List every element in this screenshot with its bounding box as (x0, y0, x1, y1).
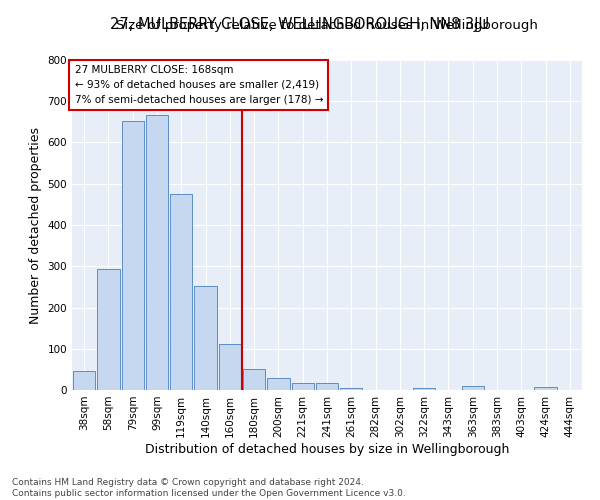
Bar (218, 344, 241, 390)
X-axis label: Distribution of detached houses by size in Wellingborough: Distribution of detached houses by size … (145, 442, 509, 456)
Bar (292, 383, 314, 390)
Text: 27 MULBERRY CLOSE: 168sqm
← 93% of detached houses are smaller (2,419)
7% of sem: 27 MULBERRY CLOSE: 168sqm ← 93% of detac… (74, 65, 323, 104)
Bar (194, 286, 217, 390)
Bar (316, 384, 338, 390)
Bar (461, 386, 484, 390)
Text: 27, MULBERRY CLOSE, WELLINGBOROUGH, NN8 3JU: 27, MULBERRY CLOSE, WELLINGBOROUGH, NN8 … (110, 18, 490, 32)
Bar (122, 122, 144, 390)
Title: Size of property relative to detached houses in Wellingborough: Size of property relative to detached ho… (116, 20, 538, 32)
Bar (146, 116, 168, 390)
Bar (73, 370, 95, 390)
Y-axis label: Number of detached properties: Number of detached properties (29, 126, 42, 324)
Bar (97, 269, 119, 390)
Bar (340, 388, 362, 390)
Bar (170, 194, 193, 390)
Bar (413, 388, 436, 390)
Bar (243, 370, 265, 390)
Text: Contains HM Land Registry data © Crown copyright and database right 2024.
Contai: Contains HM Land Registry data © Crown c… (12, 478, 406, 498)
Bar (267, 378, 290, 390)
Bar (535, 386, 557, 390)
